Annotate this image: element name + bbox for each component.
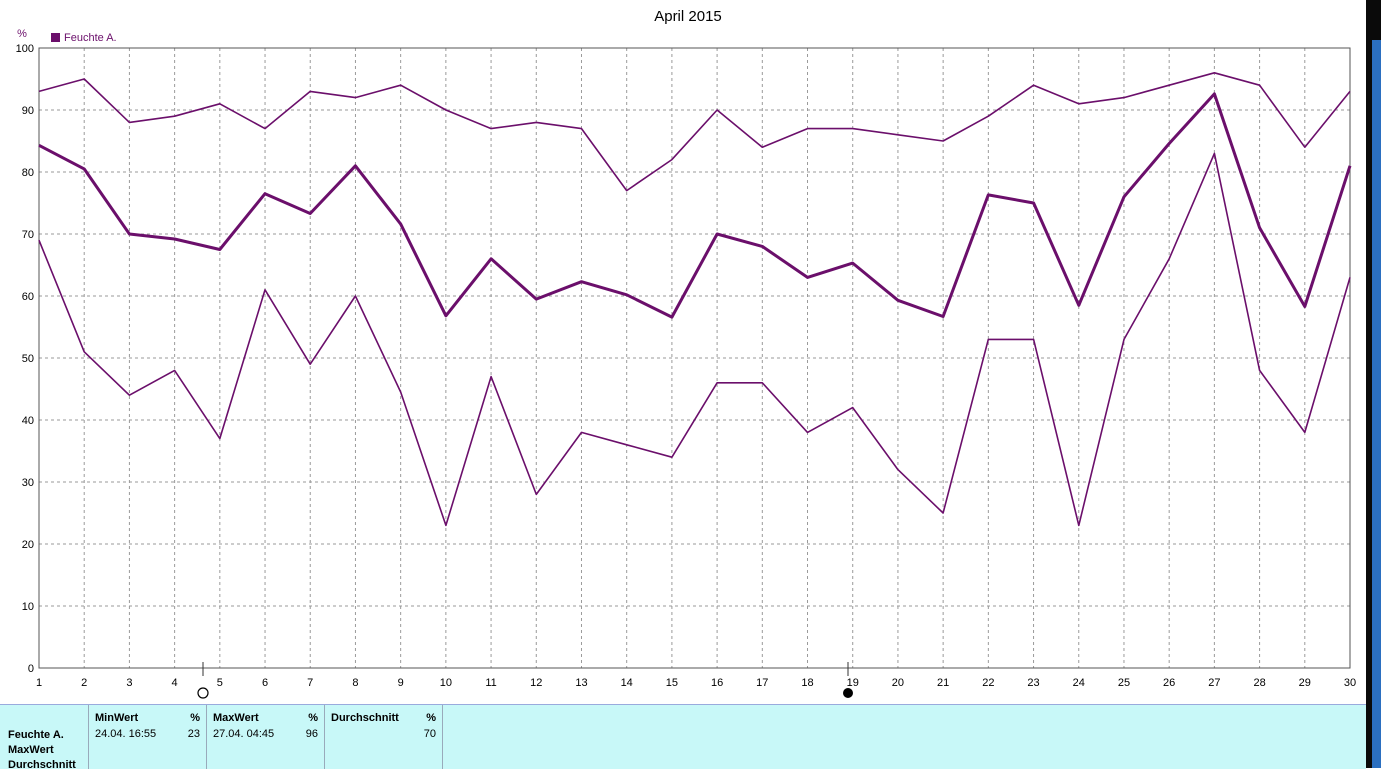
y-tick-label: 80 — [22, 167, 34, 179]
row-label-maxwert: MaxWert — [8, 744, 54, 756]
x-tick-label: 29 — [1299, 677, 1311, 689]
x-tick-label: 10 — [440, 677, 452, 689]
series-line-3 — [38, 152, 1351, 527]
legend-label: Feuchte A. — [64, 32, 117, 44]
chart-area: April 2015 % Feuchte A. 0 10 20 30 40 50 60 70 8… — [15, 8, 1357, 699]
x-tick-label: 24 — [1073, 677, 1085, 689]
x-tick-label: 23 — [1027, 677, 1039, 689]
col-time-max: 27.04. 04:45 — [213, 728, 275, 740]
col-header-avg: Durchschnitt — [331, 712, 399, 724]
y-tick-label: 10 — [22, 601, 34, 613]
x-tick-label: 14 — [621, 677, 633, 689]
x-tick-label: 13 — [575, 677, 587, 689]
y-tick-label: 90 — [22, 105, 34, 117]
x-tick-label: 21 — [937, 677, 949, 689]
chart-title: April 2015 — [654, 8, 722, 25]
x-tick-label: 26 — [1163, 677, 1175, 689]
x-tick-label: 7 — [307, 677, 313, 689]
x-tick-label: 6 — [262, 677, 268, 689]
col-value-avg: 70 — [423, 728, 436, 740]
y-tick-label: 30 — [22, 477, 34, 489]
x-tick-label: 22 — [982, 677, 994, 689]
summary-col-min: MinWert % 24.04. 16:55 23 — [88, 705, 206, 769]
line-chart: April 2015 % Feuchte A. 0 10 20 30 40 50 60 70 8… — [16, 8, 1356, 699]
row-label-durchschnitt: Durchschnitt — [8, 759, 76, 771]
y-tick-label: 40 — [22, 415, 34, 427]
grid-layer — [39, 48, 1350, 668]
marker-layer — [197, 662, 853, 699]
x-tick-label: 9 — [398, 677, 404, 689]
x-tick-label: 30 — [1344, 677, 1356, 689]
x-tick-label: 17 — [756, 677, 768, 689]
window-edge-blue — [1372, 40, 1381, 768]
x-tick-label: 15 — [666, 677, 678, 689]
cursor-marker-open[interactable] — [197, 687, 209, 699]
x-tick-label: 16 — [711, 677, 723, 689]
x-tick-label: 27 — [1208, 677, 1220, 689]
col-unit-max: % — [308, 712, 318, 724]
y-axis-unit: % — [17, 28, 27, 40]
y-tick-label: 20 — [22, 539, 34, 551]
x-tick-label: 25 — [1118, 677, 1130, 689]
row-label-sensor: Feuchte A. — [8, 729, 64, 741]
series-layer — [38, 72, 1352, 527]
col-time-min: 24.04. 16:55 — [95, 728, 157, 740]
x-tick-label: 1 — [36, 677, 42, 689]
x-tick-label: 11 — [485, 677, 496, 689]
col-unit-min: % — [190, 712, 200, 724]
x-tick-label: 20 — [892, 677, 904, 689]
legend-swatch — [51, 33, 60, 42]
x-tick-label: 12 — [530, 677, 542, 689]
series-line-2 — [38, 92, 1352, 319]
x-tick-label: 4 — [172, 677, 178, 689]
y-tick-label: 100 — [16, 43, 34, 55]
x-tick-label: 3 — [126, 677, 132, 689]
series-line-1 — [38, 72, 1351, 192]
summary-panel: Feuchte A. MaxWert Durchschnitt MinWert … — [0, 704, 1366, 771]
y-tick-label: 0 — [28, 663, 34, 675]
summary-col-max: MaxWert % 27.04. 04:45 96 — [206, 705, 324, 769]
x-tick-label: 28 — [1253, 677, 1265, 689]
x-tick-label: 8 — [352, 677, 358, 689]
y-tick-label: 60 — [22, 291, 34, 303]
plot-frame — [38, 47, 1351, 669]
col-unit-avg: % — [426, 712, 436, 724]
window-edge — [1366, 0, 1381, 768]
col-header-min: MinWert — [95, 712, 139, 724]
x-tick-label: 18 — [801, 677, 813, 689]
x-tick-label: 19 — [847, 677, 859, 689]
cursor-marker-filled[interactable] — [843, 688, 853, 698]
x-tick-label: 5 — [217, 677, 223, 689]
y-tick-label: 50 — [22, 353, 34, 365]
col-header-max: MaxWert — [213, 712, 259, 724]
y-tick-label: 70 — [22, 229, 34, 241]
col-value-min: 23 — [187, 728, 200, 740]
summary-col-avg: Durchschnitt % 70 — [324, 705, 443, 769]
col-value-max: 96 — [305, 728, 318, 740]
x-tick-label: 2 — [81, 677, 87, 689]
